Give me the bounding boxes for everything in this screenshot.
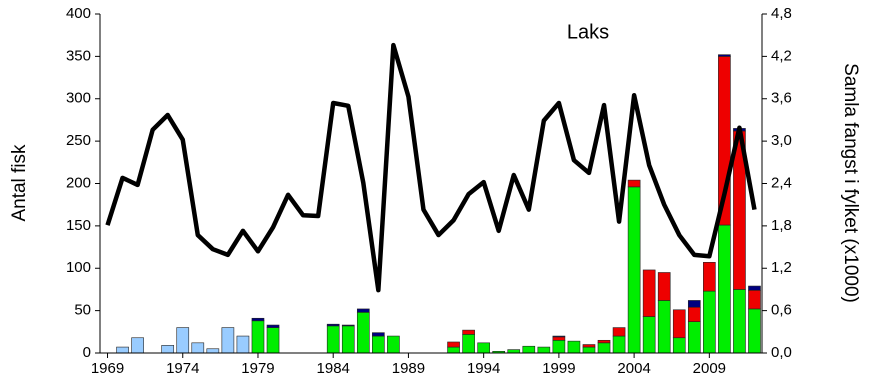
bar-segment [507,349,521,354]
bar-segment [672,337,686,354]
y2-tick-label: 3,0 [771,132,792,149]
bar-segment [703,262,716,292]
bar-segment [718,224,731,354]
y2-tick-label: 4,8 [771,5,792,22]
bar-segment [567,340,581,354]
bar-segment [748,308,761,354]
bar-segment [718,54,731,57]
bar-segment [477,342,490,354]
x-tick-label: 1994 [467,360,500,377]
y2-tick-label: 1,2 [771,259,792,276]
bar-segment [748,289,761,310]
bar-segment [582,344,596,348]
bar-segment [447,341,460,348]
y-tick-label: 250 [66,132,91,149]
y-tick-label: 400 [66,5,91,22]
bar-segment [657,300,671,354]
bar-segment [356,308,370,313]
x-tick-label: 2004 [617,360,650,377]
x-tick-label: 1974 [166,360,199,377]
bar-segment [221,327,235,354]
bar-segment [597,339,611,344]
y-tick-label: 100 [66,259,91,276]
bar-segment [552,335,566,338]
bar-segment [266,324,280,328]
y2-tick-label: 0,0 [771,344,792,361]
bar-segment [236,335,250,354]
bar-segment [733,289,746,354]
line-series [105,42,757,293]
bar-segment [522,345,536,354]
x-tick-label: 1969 [91,360,124,377]
bar-segment [326,323,340,327]
bar-segment [372,335,385,354]
bar-segment [612,327,626,337]
bar-segment [642,269,656,317]
annotation: Laks [567,21,609,43]
y-tick-label: 200 [66,174,91,191]
bar-segment [552,336,566,341]
bar-segment [462,334,475,354]
bar-segment [748,285,761,291]
bar-segment [627,186,641,354]
bar-segment [703,290,716,354]
bar-segment [341,324,355,327]
bar-segment [687,306,701,322]
bar-segment [552,339,566,354]
y-tick-label: 150 [66,217,91,234]
y-tick-label: 0 [83,344,91,361]
bar-segment [612,335,626,354]
x-tick-label: 1999 [542,360,575,377]
x-tick-label: 2009 [693,360,726,377]
bar-segment [341,325,355,354]
bar-segment [266,327,280,354]
bar-segment [356,312,370,354]
y2-axis-title: Samla fangst i fylket (x1000) [840,63,861,303]
bar-segment [447,346,460,354]
bar-segment [537,346,551,354]
bar-segment [462,329,475,335]
bar-segment [672,309,686,339]
bar-segment [131,337,144,354]
y-axis-title: Antal fisk [9,144,30,222]
y2-tick-label: 3,6 [771,90,792,107]
x-tick-label: 1979 [241,360,274,377]
y2-tick-label: 0,6 [771,302,792,319]
y-tick-label: 50 [74,302,91,319]
x-tick-label: 1984 [317,360,350,377]
x-tick-label: 1989 [392,360,425,377]
bar-segment [372,332,385,337]
bar-segment [326,325,340,354]
bar-segment [642,316,656,354]
bar-segment [191,342,205,354]
bar-segment [206,348,220,354]
bar-segment [251,320,265,354]
bar-segment [116,346,129,354]
bar-segment [387,335,400,354]
bar-segment [251,317,265,322]
bar-segment [176,327,190,354]
y2-tick-label: 1,8 [771,217,792,234]
y2-tick-label: 2,4 [771,174,792,191]
y-tick-label: 300 [66,90,91,107]
bar-segment [627,179,641,188]
bar-segment [597,342,611,354]
y2-tick-label: 4,2 [771,47,792,64]
bar-segment [687,300,701,308]
bar-segment [582,346,596,354]
bar-segment [161,345,175,354]
bar-segment [657,272,671,301]
bar-segment [687,321,701,354]
y-tick-label: 350 [66,47,91,64]
